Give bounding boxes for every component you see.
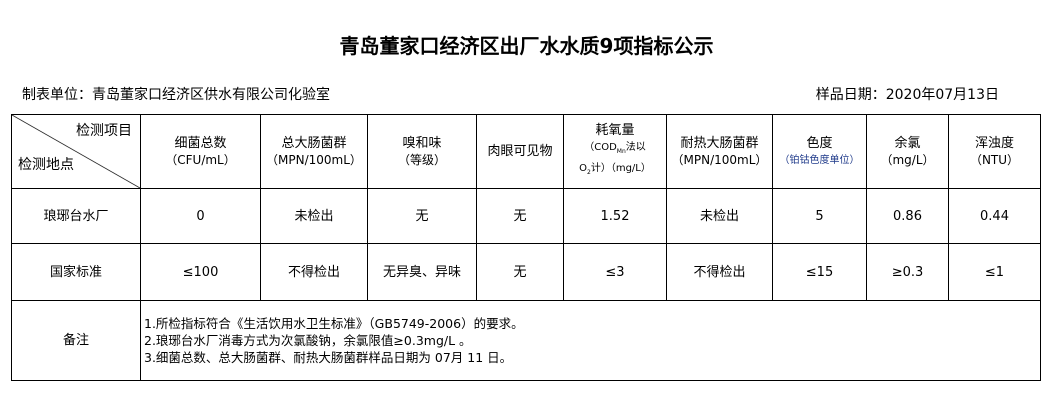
- remark-line: 2.琅琊台水厂消毒方式为次氯酸钠，余氯限值≥0.3mg/L 。: [144, 333, 472, 348]
- header-cell: 耗氧量 （CODMn法以 O2计）（mg/L）: [563, 114, 667, 189]
- remark-line: 3.细菌总数、总大肠菌群、耐热大肠菌群样品日期为 07月 11 日。: [144, 350, 513, 365]
- header-cell: 细菌总数 （CFU/mL）: [140, 114, 261, 189]
- value-cell: 无: [476, 243, 564, 301]
- value-cell: 无异臭、异味: [367, 243, 477, 301]
- site-label: 检测地点: [18, 157, 74, 173]
- value-cell: ≥0.3: [866, 243, 949, 301]
- header-cell: 总大肠菌群 （MPN/100mL）: [260, 114, 368, 189]
- value-cell: ≤15: [772, 243, 867, 301]
- value-cell: ≤3: [563, 243, 667, 301]
- row-label: 国家标准: [11, 243, 141, 301]
- value-cell: 不得检出: [666, 243, 773, 301]
- value-cell: 1.52: [563, 188, 667, 244]
- table-row: 国家标准 ≤100 不得检出 无异臭、异味 无 ≤3 不得检出 ≤15 ≥0.3…: [11, 243, 1041, 301]
- header-row: 检测项目检测地点 细菌总数 （CFU/mL） 总大肠菌群 （MPN/100mL） 嗅…: [11, 114, 1041, 189]
- header-cell: 色度 （铂钴色度单位）: [772, 114, 867, 189]
- value-cell: 0.86: [866, 188, 949, 244]
- header-cell: 肉眼可见物: [476, 114, 564, 189]
- value-cell: 无: [476, 188, 564, 244]
- corner-cell: 检测项目检测地点: [11, 114, 141, 189]
- value-cell: 不得检出: [260, 243, 368, 301]
- value-cell: 5: [772, 188, 867, 244]
- header-cell: 浑浊度 （NTU）: [948, 114, 1041, 189]
- item-label: 检测项目: [76, 123, 132, 139]
- value-cell: 未检出: [666, 188, 773, 244]
- header-cell: 嗅和味 （等级）: [367, 114, 477, 189]
- remarks-label: 备注: [11, 300, 141, 381]
- water-quality-table: 检测项目检测地点 细菌总数 （CFU/mL） 总大肠菌群 （MPN/100mL） 嗅…: [11, 114, 1041, 381]
- page-title: 青岛董家口经济区出厂水水质9项指标公示: [339, 34, 714, 58]
- remark-line: 1.所检指标符合《生活饮用水卫生标准》（GB5749-2006）的要求。: [144, 316, 524, 331]
- table-row: 琅琊台水厂 0 未检出 无 无 1.52 未检出 5 0.86 0.44: [11, 188, 1041, 244]
- value-cell: 0.44: [948, 188, 1041, 244]
- value-cell: 无: [367, 188, 477, 244]
- value-cell: ≤100: [140, 243, 261, 301]
- header-cell: 耐热大肠菌群 （MPN/100mL）: [666, 114, 773, 189]
- issuing-unit: 制表单位：青岛董家口经济区供水有限公司化验室: [22, 87, 330, 103]
- value-cell: 未检出: [260, 188, 368, 244]
- row-label: 琅琊台水厂: [11, 188, 141, 244]
- sample-date: 样品日期：2020年07月13日: [815, 87, 999, 103]
- value-cell: 0: [140, 188, 261, 244]
- header-cell: 余氯 （mg/L）: [866, 114, 949, 189]
- remarks-content: 1.所检指标符合《生活饮用水卫生标准》（GB5749-2006）的要求。 2.琅…: [140, 300, 1041, 381]
- remarks-row: 备注 1.所检指标符合《生活饮用水卫生标准》（GB5749-2006）的要求。 …: [11, 300, 1041, 381]
- value-cell: ≤1: [948, 243, 1041, 301]
